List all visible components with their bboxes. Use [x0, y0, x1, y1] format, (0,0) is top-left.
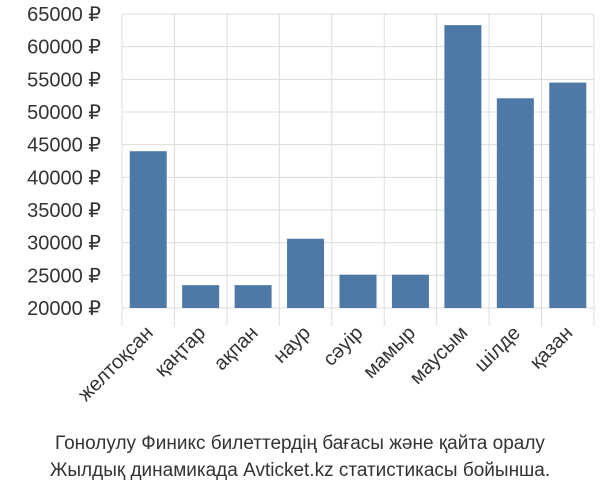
caption-line-1: Гонолулу Финикс билеттердің бағасы және …: [55, 433, 545, 454]
bar: [129, 151, 167, 308]
bar: [287, 238, 325, 308]
bar: [496, 98, 534, 308]
bar: [391, 274, 429, 308]
caption-line-2: Жылдық динамикада Avticket.kz статистика…: [49, 460, 551, 481]
y-tick-label: 30000 ₽: [27, 233, 101, 255]
bar: [549, 82, 587, 308]
bar: [444, 25, 482, 309]
x-tick-label: шілде: [470, 322, 524, 376]
x-tick-label: наур: [269, 322, 315, 368]
y-tick-label: 60000 ₽: [27, 37, 101, 59]
x-tick-label: ақпан: [210, 322, 263, 375]
x-tick-label: желтоқсан: [74, 322, 158, 406]
y-axis-ticks: 20000 ₽ 25000 ₽ 30000 ₽ 35000 ₽ 40000 ₽ 45000…: [27, 4, 101, 320]
y-tick-label: 45000 ₽: [27, 135, 101, 157]
y-tick-label: 35000 ₽: [27, 200, 101, 222]
x-tick-label: қазан: [526, 322, 578, 374]
y-tick-label: 65000 ₽: [27, 4, 101, 26]
bars: [129, 25, 587, 309]
x-tick-label: қаңтар: [151, 322, 210, 381]
bar-chart: 20000 ₽ 25000 ₽ 30000 ₽ 35000 ₽ 40000 ₽ 45000…: [27, 4, 595, 406]
x-tick-label: сәуір: [319, 322, 368, 371]
chart-caption: Гонолулу Финикс билеттердің бағасы және …: [0, 430, 600, 484]
bar: [339, 274, 377, 308]
grid: [121, 13, 595, 326]
bar: [182, 285, 220, 308]
y-tick-label: 20000 ₽: [27, 298, 101, 320]
y-tick-label: 25000 ₽: [27, 265, 101, 287]
y-tick-label: 55000 ₽: [27, 69, 101, 91]
x-tick-label: маусым: [406, 322, 473, 389]
y-tick-label: 40000 ₽: [27, 167, 101, 189]
y-tick-label: 50000 ₽: [27, 102, 101, 124]
bar: [234, 285, 272, 308]
